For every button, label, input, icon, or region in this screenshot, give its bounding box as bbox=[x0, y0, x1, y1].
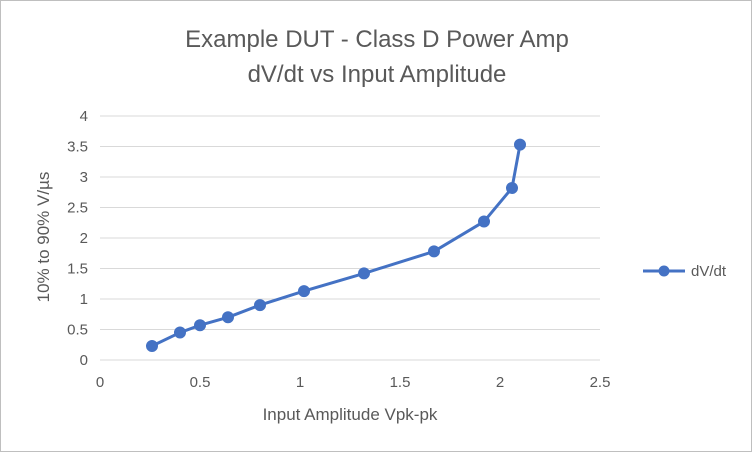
y-axis-tick-labels: 0 0.5 1 1.5 2 2.5 3 3.5 4 bbox=[67, 108, 88, 369]
data-point bbox=[146, 339, 158, 352]
data-point bbox=[428, 245, 440, 258]
chart-title: Example DUT - Class D Power Amp dV/dt vs… bbox=[185, 26, 569, 88]
x-axis-title: Input Amplitude Vpk-pk bbox=[263, 405, 438, 424]
y-tick-label: 3.5 bbox=[67, 139, 88, 156]
y-tick-label: 2.5 bbox=[67, 200, 88, 217]
y-tick-label: 1 bbox=[80, 291, 88, 308]
y-axis-title: 10% to 90% V/µs bbox=[34, 172, 53, 303]
y-tick-label: 0 bbox=[80, 352, 88, 369]
x-tick-label: 0.5 bbox=[190, 374, 211, 391]
y-tick-label: 4 bbox=[80, 108, 88, 125]
y-tick-label: 2 bbox=[80, 230, 88, 247]
data-point bbox=[194, 319, 206, 332]
data-point bbox=[222, 311, 234, 324]
data-point bbox=[174, 326, 186, 339]
chart-title-line-1: Example DUT - Class D Power Amp bbox=[185, 26, 569, 53]
data-point bbox=[478, 215, 490, 228]
x-axis-tick-labels: 0 0.5 1 1.5 2 2.5 bbox=[96, 374, 611, 391]
data-point bbox=[358, 267, 370, 280]
data-point bbox=[298, 285, 310, 298]
x-tick-label: 2.5 bbox=[590, 374, 611, 391]
chart-title-line-2: dV/dt vs Input Amplitude bbox=[248, 61, 507, 88]
x-tick-label: 1.5 bbox=[390, 374, 411, 391]
data-point bbox=[506, 181, 518, 194]
x-tick-label: 2 bbox=[496, 374, 504, 391]
legend-point-marker bbox=[658, 265, 670, 277]
y-tick-label: 0.5 bbox=[67, 322, 88, 339]
data-series bbox=[146, 138, 526, 352]
x-tick-label: 1 bbox=[296, 374, 304, 391]
series-line bbox=[151, 144, 522, 348]
y-tick-label: 1.5 bbox=[67, 261, 88, 278]
x-tick-label: 0 bbox=[96, 374, 104, 391]
gridlines bbox=[100, 115, 600, 361]
data-point bbox=[254, 299, 266, 312]
y-tick-label: 3 bbox=[80, 169, 88, 186]
legend-label: dV/dt bbox=[691, 263, 727, 280]
data-point bbox=[514, 138, 526, 151]
legend: dV/dt bbox=[643, 263, 727, 280]
